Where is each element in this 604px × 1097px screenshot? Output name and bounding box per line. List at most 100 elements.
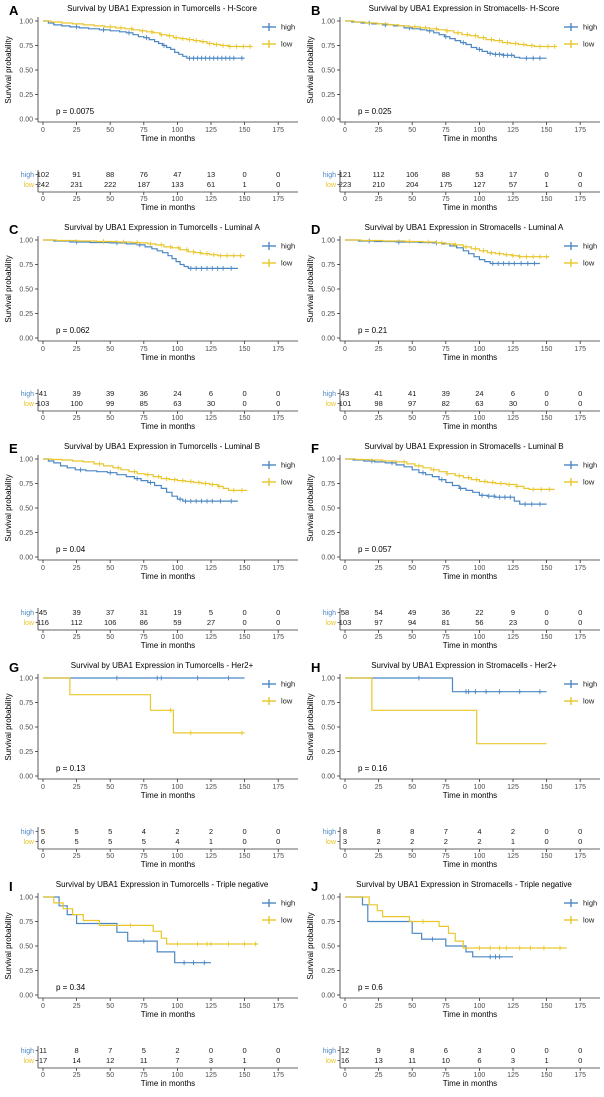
y-tick-label: 1.00: [19, 457, 33, 464]
risk-row-label: low: [23, 401, 34, 408]
survival-step-line: [345, 458, 547, 505]
risk-count: 47: [173, 170, 181, 179]
x-axis-label: Time in months: [443, 134, 497, 143]
censor-mark: [134, 240, 140, 245]
km-curve-high: [345, 675, 547, 695]
x-tick-label: 25: [73, 784, 81, 791]
y-tick-label: 0.25: [19, 968, 33, 975]
risk-x-axis-label: Time in months: [141, 860, 195, 869]
risk-count: 3: [477, 1046, 481, 1055]
risk-x-tick-label: 0: [41, 415, 45, 422]
x-tick-label: 175: [574, 784, 586, 791]
legend-label: high: [281, 23, 295, 32]
censor-mark: [517, 254, 523, 260]
censor-mark: [545, 44, 551, 49]
censor-mark: [144, 35, 149, 41]
y-tick-label: 0.50: [321, 944, 335, 951]
y-tick-label: 0.75: [19, 481, 33, 488]
y-tick-label: 0.50: [19, 725, 33, 732]
risk-x-tick-label: 150: [541, 853, 553, 860]
legend-label: low: [583, 40, 595, 49]
x-tick-label: 175: [272, 127, 284, 134]
y-tick-label: 0.25: [19, 311, 33, 318]
x-tick-label: 150: [239, 1003, 251, 1010]
risk-count: 121: [339, 170, 352, 179]
risk-x-tick-label: 175: [574, 1072, 586, 1079]
risk-x-tick-label: 25: [375, 634, 383, 641]
censor-mark: [510, 253, 516, 259]
risk-x-tick-label: 100: [172, 634, 184, 641]
risk-count: 2: [175, 1046, 179, 1055]
y-tick-label: 1.00: [321, 19, 335, 26]
y-tick-label: 0.25: [19, 749, 33, 756]
risk-count: 8: [410, 827, 414, 836]
censor-mark: [181, 960, 187, 966]
censor-mark: [195, 675, 200, 681]
x-axis-label: Time in months: [141, 1010, 195, 1019]
censor-mark: [537, 55, 543, 61]
censor-mark: [497, 251, 502, 257]
censor-mark: [541, 945, 547, 951]
censor-mark: [148, 241, 153, 247]
risk-x-tick-label: 125: [205, 634, 217, 641]
risk-count: 0: [276, 170, 280, 179]
risk-count: 94: [408, 618, 416, 627]
y-tick-label: 0.50: [19, 68, 33, 75]
censor-mark: [204, 251, 210, 257]
panel-title: Survival by UBA1 Expression in Stromacel…: [365, 223, 564, 232]
risk-count: 7: [444, 827, 448, 836]
x-axis-label: Time in months: [141, 572, 195, 581]
censor-mark: [129, 26, 135, 32]
risk-x-tick-label: 125: [507, 415, 519, 422]
x-tick-label: 25: [73, 127, 81, 134]
x-tick-label: 0: [343, 784, 347, 791]
censor-mark: [188, 479, 194, 484]
risk-x-tick-label: 175: [574, 196, 586, 203]
risk-row-label: high: [21, 172, 34, 179]
risk-count: 3: [511, 1056, 515, 1065]
risk-count: 0: [276, 1046, 280, 1055]
survival-step-line: [345, 239, 540, 265]
legend-label: low: [583, 478, 595, 487]
x-tick-label: 125: [507, 127, 519, 134]
risk-x-axis-label: Time in months: [443, 422, 497, 431]
x-tick-label: 150: [541, 784, 553, 791]
y-tick-label: 0.25: [321, 92, 335, 99]
risk-row-label: high: [21, 610, 34, 617]
km-curve-low: [345, 896, 567, 951]
risk-count: 0: [276, 827, 280, 836]
censor-mark: [522, 501, 528, 507]
risk-row-label: low: [325, 1058, 336, 1065]
legend-item-high: high: [564, 242, 597, 251]
censor-mark: [479, 492, 485, 498]
risk-x-tick-label: 125: [205, 415, 217, 422]
risk-count: 222: [104, 180, 117, 189]
risk-count: 2: [209, 827, 213, 836]
censor-mark: [434, 26, 439, 32]
risk-x-tick-label: 150: [239, 196, 251, 203]
x-tick-label: 125: [205, 127, 217, 134]
x-tick-label: 75: [442, 784, 450, 791]
risk-count: 0: [578, 827, 582, 836]
risk-x-tick-label: 125: [205, 1072, 217, 1079]
risk-x-tick-label: 50: [408, 634, 416, 641]
risk-count: 1: [545, 1056, 549, 1065]
x-tick-label: 100: [172, 565, 184, 572]
risk-x-tick-label: 150: [239, 853, 251, 860]
risk-count: 0: [545, 837, 549, 846]
y-tick-label: 0.00: [321, 117, 335, 124]
risk-count: 4: [477, 827, 481, 836]
panel-letter: J: [311, 879, 318, 894]
risk-x-tick-label: 175: [574, 634, 586, 641]
risk-x-tick-label: 25: [375, 196, 383, 203]
censor-mark: [183, 498, 188, 504]
censor-mark: [220, 266, 226, 271]
x-tick-label: 100: [474, 565, 486, 572]
risk-count: 101: [339, 399, 352, 408]
risk-count: 76: [140, 170, 148, 179]
risk-x-axis-label: Time in months: [141, 203, 195, 212]
risk-x-tick-label: 100: [474, 196, 486, 203]
censor-mark: [218, 253, 223, 259]
